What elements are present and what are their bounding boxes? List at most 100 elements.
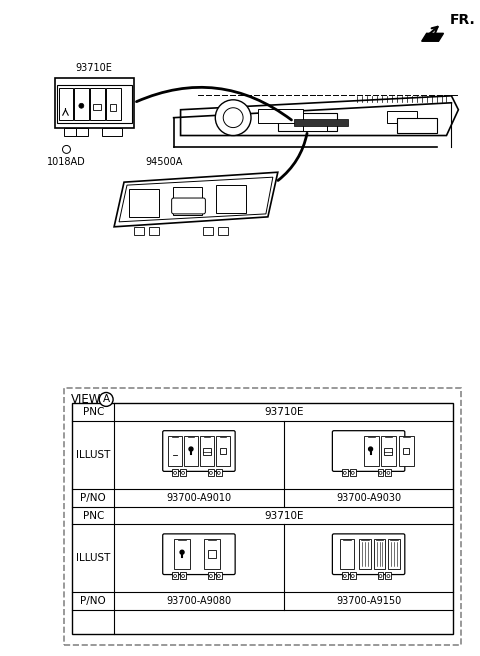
Bar — [385, 469, 391, 476]
Text: PNC: PNC — [83, 407, 104, 417]
Circle shape — [180, 550, 184, 554]
Bar — [106, 88, 121, 119]
Bar — [149, 227, 159, 235]
Circle shape — [351, 472, 354, 474]
Bar — [172, 572, 178, 579]
Bar — [359, 539, 371, 569]
Bar — [350, 572, 356, 579]
FancyBboxPatch shape — [163, 534, 235, 575]
Bar — [134, 227, 144, 235]
Circle shape — [189, 447, 193, 451]
Circle shape — [181, 575, 184, 577]
Bar — [342, 469, 348, 476]
Circle shape — [217, 575, 220, 577]
Text: 93700-A9080: 93700-A9080 — [167, 596, 231, 606]
Bar — [397, 117, 436, 133]
FancyBboxPatch shape — [332, 431, 405, 472]
Text: 93710E: 93710E — [76, 63, 113, 73]
Circle shape — [387, 472, 390, 474]
Text: 93710E: 93710E — [264, 510, 303, 520]
Circle shape — [99, 392, 113, 406]
Bar — [174, 539, 190, 569]
Bar — [180, 469, 186, 476]
Polygon shape — [180, 96, 458, 136]
Text: ILLUST: ILLUST — [76, 553, 110, 564]
Bar — [216, 185, 246, 213]
Text: P/NO: P/NO — [80, 596, 106, 606]
Circle shape — [181, 472, 184, 474]
Text: FR.: FR. — [449, 13, 475, 28]
Bar — [102, 127, 122, 136]
Circle shape — [174, 575, 177, 577]
Circle shape — [216, 100, 251, 136]
Circle shape — [217, 472, 220, 474]
Bar — [184, 436, 198, 466]
Text: 93710E: 93710E — [264, 407, 303, 417]
Bar — [377, 572, 384, 579]
FancyBboxPatch shape — [64, 388, 461, 646]
Polygon shape — [421, 33, 444, 41]
Bar — [382, 436, 396, 466]
Circle shape — [62, 146, 71, 154]
Circle shape — [379, 472, 382, 474]
Bar — [384, 448, 393, 455]
Circle shape — [174, 472, 177, 474]
Text: P/NO: P/NO — [80, 493, 106, 502]
Bar — [350, 469, 356, 476]
Bar — [208, 550, 216, 558]
Bar — [168, 436, 182, 466]
Text: 94500A: 94500A — [145, 157, 182, 167]
Bar — [129, 189, 159, 217]
Circle shape — [209, 472, 212, 474]
Bar — [203, 448, 211, 455]
Bar — [377, 469, 384, 476]
FancyBboxPatch shape — [163, 431, 235, 472]
Bar — [74, 88, 89, 119]
Polygon shape — [114, 173, 278, 227]
FancyBboxPatch shape — [172, 198, 205, 214]
FancyBboxPatch shape — [332, 534, 405, 575]
Text: 1018AD: 1018AD — [47, 157, 86, 167]
Circle shape — [343, 472, 346, 474]
Bar — [340, 539, 354, 569]
Bar — [93, 104, 101, 110]
Bar — [64, 127, 76, 136]
Bar — [218, 227, 228, 235]
Bar — [364, 436, 379, 466]
Bar — [57, 85, 132, 123]
Text: VIEW: VIEW — [71, 393, 101, 406]
Bar — [208, 469, 214, 476]
Bar — [110, 104, 116, 111]
Bar — [294, 119, 348, 125]
Bar — [278, 113, 337, 131]
Bar — [200, 436, 214, 466]
Circle shape — [209, 575, 212, 577]
Bar — [204, 227, 213, 235]
Bar — [388, 539, 400, 569]
Bar — [173, 187, 203, 215]
Bar — [59, 88, 73, 119]
Bar — [216, 572, 222, 579]
Bar — [72, 403, 454, 634]
Text: ILLUST: ILLUST — [76, 450, 110, 460]
Circle shape — [343, 575, 346, 577]
Bar — [403, 448, 409, 454]
Text: PNC: PNC — [83, 510, 104, 520]
Circle shape — [351, 575, 354, 577]
Bar — [180, 572, 186, 579]
Bar — [216, 436, 230, 466]
Bar — [258, 109, 302, 123]
Bar — [76, 127, 88, 136]
Text: A: A — [103, 394, 110, 405]
Bar — [373, 539, 385, 569]
Bar — [387, 111, 417, 123]
Bar — [216, 469, 222, 476]
Bar — [204, 539, 220, 569]
Bar — [55, 78, 134, 127]
Text: 93700-A9150: 93700-A9150 — [336, 596, 401, 606]
Bar — [302, 121, 327, 131]
Text: 93700-A9010: 93700-A9010 — [167, 493, 231, 502]
Bar — [342, 572, 348, 579]
Bar — [208, 572, 214, 579]
Text: 93700-A9030: 93700-A9030 — [336, 493, 401, 502]
